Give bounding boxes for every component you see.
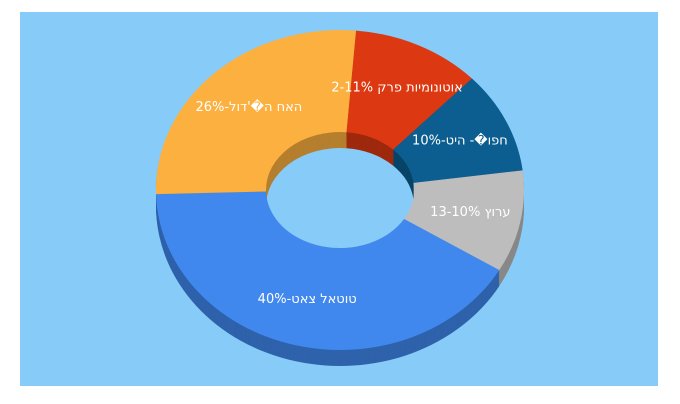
- slice: [156, 29, 357, 195]
- slice: [156, 191, 500, 350]
- slice-label: חפו�- היט-10%: [412, 132, 508, 149]
- slice-label: טוטאל צאט-40%: [258, 292, 357, 307]
- slice: [393, 78, 523, 183]
- slice-label: אוטונומיות פרק 2-11%: [331, 80, 463, 95]
- slice: [404, 170, 524, 271]
- slice-label: ערוץ 13-10%: [430, 205, 510, 220]
- slice: [346, 30, 472, 150]
- slice-label: האח ה�'דול-26%: [195, 98, 302, 115]
